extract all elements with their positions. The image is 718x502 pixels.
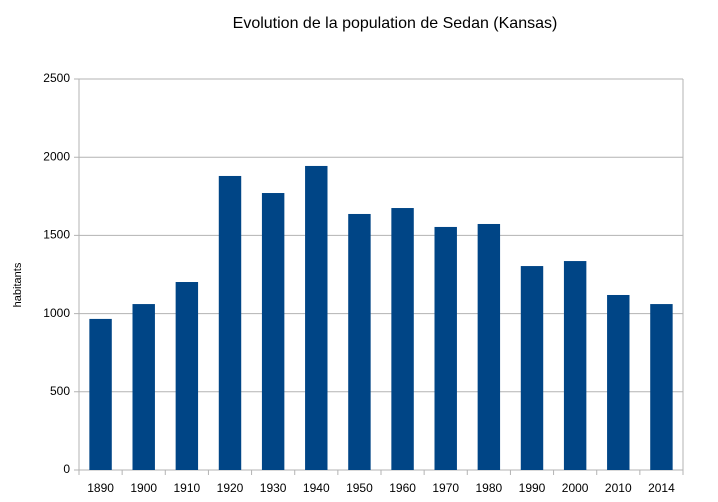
x-tick-label: 1930 — [260, 481, 287, 495]
x-tick-label: 1910 — [174, 481, 201, 495]
bar — [434, 226, 457, 470]
bar — [348, 213, 371, 470]
x-tick-label: 1920 — [217, 481, 244, 495]
x-tick-label: 2014 — [648, 481, 675, 495]
x-tick-label: 1970 — [432, 481, 459, 495]
x-tick-label: 1980 — [476, 481, 503, 495]
x-tick-label: 1990 — [519, 481, 546, 495]
y-tick-label: 2500 — [43, 71, 70, 85]
x-tick-label: 2000 — [562, 481, 589, 495]
y-tick-label: 1500 — [43, 228, 70, 242]
bar — [520, 266, 544, 470]
y-axis-label: habitants — [12, 262, 24, 307]
y-tick-label: 1000 — [43, 306, 70, 320]
y-tick-label: 500 — [50, 384, 70, 398]
x-tick-label: 1960 — [389, 481, 416, 495]
bar — [218, 175, 242, 470]
x-tick-label: 1890 — [87, 481, 114, 495]
x-tick-label: 1950 — [346, 481, 373, 495]
chart-title: Evolution de la population de Sedan (Kan… — [233, 15, 558, 32]
bar — [650, 304, 673, 470]
bar — [175, 282, 199, 470]
bar — [261, 193, 285, 470]
bar — [391, 208, 414, 470]
x-tick-label: 2010 — [605, 481, 632, 495]
x-tick-label: 1940 — [303, 481, 330, 495]
bar — [477, 223, 501, 470]
y-tick-label: 2000 — [43, 149, 70, 163]
bar — [607, 294, 630, 470]
bar — [89, 318, 112, 470]
x-tick-label: 1900 — [130, 481, 157, 495]
y-tick-label: 0 — [63, 462, 70, 476]
bar — [563, 261, 587, 470]
bar — [305, 165, 328, 470]
bar — [132, 304, 155, 470]
